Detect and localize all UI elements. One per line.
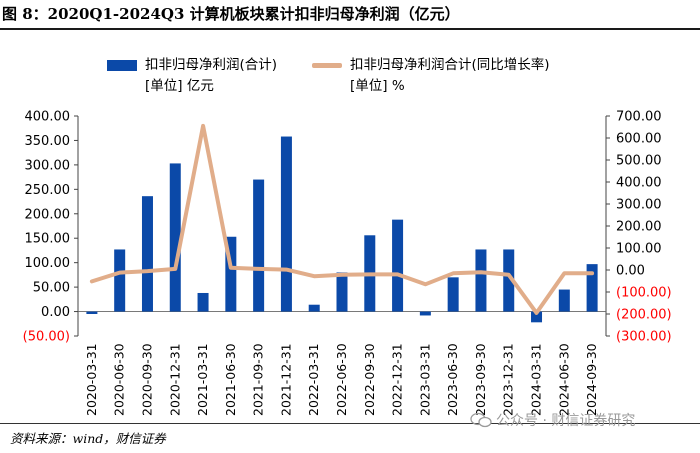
x-tick-label: 2020-06-30 xyxy=(112,343,127,416)
x-tick-label: 2021-12-31 xyxy=(278,343,293,416)
growth-rate-point xyxy=(423,282,427,286)
x-tick-label: 2022-06-30 xyxy=(334,343,349,416)
y-right-tick-label: 300.00 xyxy=(616,198,662,213)
growth-rate-point xyxy=(90,279,94,283)
x-tick-label: 2023-03-31 xyxy=(417,343,432,416)
y-left-tick-label: 100.00 xyxy=(25,256,71,271)
bar xyxy=(197,292,209,312)
x-tick-label: 2021-06-30 xyxy=(223,343,238,416)
y-right-tick-label: 600.00 xyxy=(616,132,662,147)
y-right-tick-label: 400.00 xyxy=(616,176,662,191)
bar xyxy=(558,289,570,312)
y-left-tick-label: 400.00 xyxy=(25,110,71,125)
growth-rate-point xyxy=(229,266,233,270)
growth-rate-point xyxy=(507,273,511,277)
watermark: 公众号 · 财信证券研究 xyxy=(470,410,635,430)
bar xyxy=(447,277,459,312)
bar xyxy=(336,272,348,312)
footer-rule xyxy=(0,423,700,424)
bar xyxy=(225,236,237,312)
y-right-tick-label: 200.00 xyxy=(616,220,662,235)
x-tick-label: 2020-09-30 xyxy=(139,343,154,416)
growth-rate-point xyxy=(340,273,344,277)
x-tick-label: 2024-06-30 xyxy=(556,343,571,416)
bar xyxy=(503,249,515,312)
bar xyxy=(475,249,487,312)
x-tick-label: 2022-12-31 xyxy=(390,343,405,416)
growth-rate-point xyxy=(479,270,483,274)
bar xyxy=(141,196,153,312)
bar xyxy=(392,219,404,312)
growth-rate-point xyxy=(312,274,316,278)
growth-rate-point xyxy=(118,271,122,275)
bar xyxy=(308,304,320,312)
x-tick-label: 2020-03-31 xyxy=(84,343,99,416)
y-right-tick-label: 700.00 xyxy=(616,110,662,125)
x-tick-label: 2023-09-30 xyxy=(473,343,488,416)
bar xyxy=(86,311,98,314)
y-right-tick-label: (200.00) xyxy=(616,308,672,323)
growth-rate-point xyxy=(535,311,539,315)
y-left-tick-label: 300.00 xyxy=(25,158,71,173)
legend-bar-unit: [单位] 亿元 xyxy=(145,78,214,94)
bar xyxy=(114,249,126,312)
y-right-tick-label: 500.00 xyxy=(616,154,662,169)
source-note: 资料来源：wind，财信证券 xyxy=(10,431,166,446)
x-tick-label: 2023-06-30 xyxy=(445,343,460,416)
growth-rate-point xyxy=(173,267,177,271)
bar xyxy=(280,136,292,312)
figure-title: 图 8：2020Q1-2024Q3 计算机板块累计扣非归母净利润（亿元） xyxy=(2,5,460,23)
y-left-tick-label: (50.00) xyxy=(23,330,70,345)
y-right-tick-label: 100.00 xyxy=(616,242,662,257)
growth-rate-point xyxy=(562,271,566,275)
growth-rate-point xyxy=(257,267,261,271)
y-left-tick-label: 150.00 xyxy=(25,232,71,247)
bar xyxy=(586,264,598,312)
x-tick-label: 2021-09-30 xyxy=(251,343,266,416)
y-left-tick-label: 0.00 xyxy=(41,305,70,320)
y-left-tick-label: 200.00 xyxy=(25,207,71,222)
legend-line-unit: [单位] % xyxy=(350,78,405,94)
growth-rate-point xyxy=(201,124,205,128)
x-tick-label: 2020-12-31 xyxy=(167,343,182,416)
legend-line-label: 扣非归母净利润合计(同比增长率) xyxy=(350,57,550,73)
y-left-tick-label: 250.00 xyxy=(25,183,71,198)
growth-rate-point xyxy=(284,268,288,272)
title-rule xyxy=(0,28,700,30)
watermark-text: 公众号 · 财信证券研究 xyxy=(496,413,636,429)
y-right-tick-label: (100.00) xyxy=(616,286,672,301)
bar xyxy=(531,311,543,323)
x-tick-label: 2024-03-31 xyxy=(529,343,544,416)
wechat-logo-icon xyxy=(470,412,492,428)
bar xyxy=(419,311,431,316)
legend-bar-swatch xyxy=(107,60,137,71)
growth-rate-point xyxy=(368,272,372,276)
y-right-tick-label: (300.00) xyxy=(616,330,672,345)
growth-rate-point xyxy=(451,271,455,275)
bar xyxy=(169,163,181,312)
bar xyxy=(253,179,265,312)
legend-bar-label: 扣非归母净利润(合计) xyxy=(145,57,278,73)
legend-line-swatch xyxy=(312,63,342,68)
growth-rate-point xyxy=(590,271,594,275)
y-left-tick-label: 50.00 xyxy=(33,281,70,296)
y-right-tick-label: 0.00 xyxy=(616,264,645,279)
growth-rate-point xyxy=(145,269,149,273)
x-tick-label: 2022-09-30 xyxy=(362,343,377,416)
x-tick-label: 2023-12-31 xyxy=(501,343,516,416)
growth-rate-point xyxy=(396,272,400,276)
x-tick-label: 2021-03-31 xyxy=(195,343,210,416)
x-tick-label: 2022-03-31 xyxy=(306,343,321,416)
x-tick-label: 2024-09-30 xyxy=(584,343,599,416)
y-left-tick-label: 350.00 xyxy=(25,134,71,149)
